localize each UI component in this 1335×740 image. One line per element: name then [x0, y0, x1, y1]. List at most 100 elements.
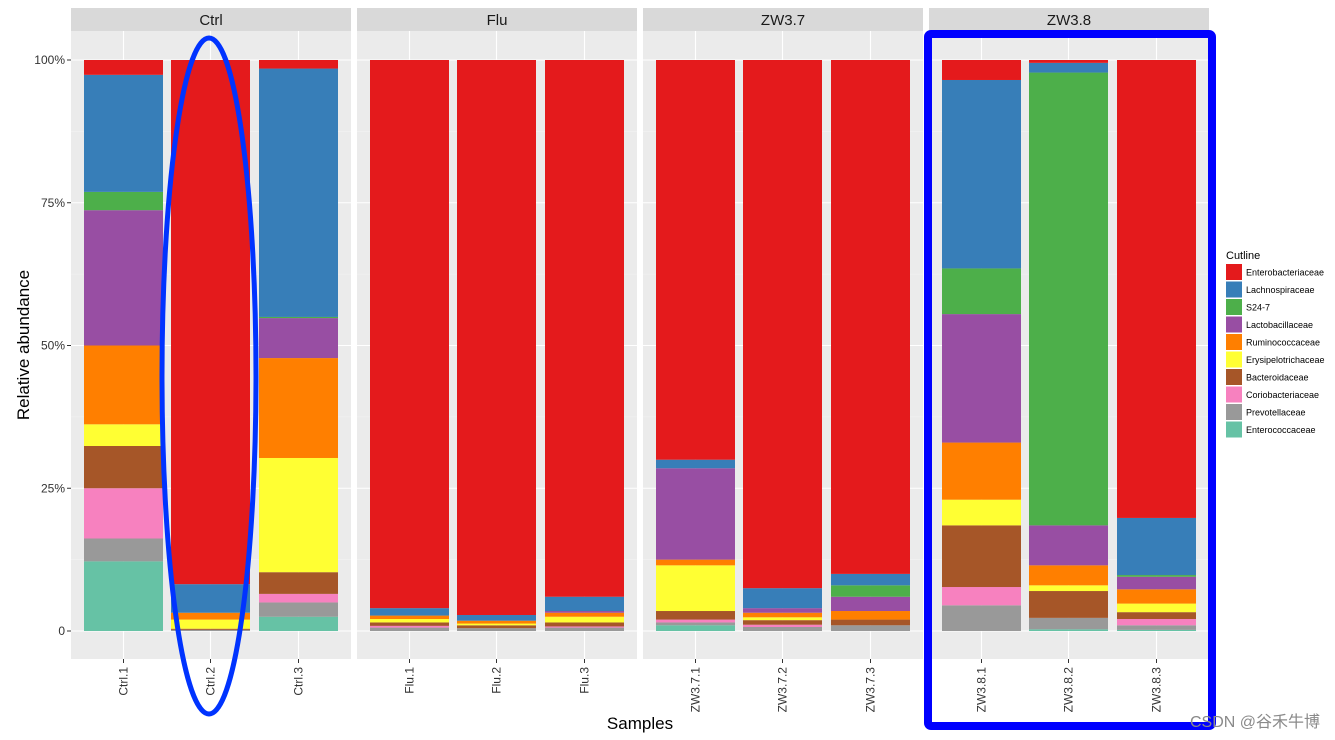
bar-segment-lachnospiraceae: [743, 588, 822, 609]
bar-segment-lachnospiraceae: [84, 74, 163, 192]
bar-segment-erysipelotrichaceae: [1029, 585, 1108, 592]
bar-segment-erysipelotrichaceae: [656, 565, 735, 612]
bar-segment-enterobacteriaceae: [942, 60, 1021, 80]
legend-label: Prevotellaceae: [1246, 408, 1306, 418]
bar-segment-lachnospiraceae: [656, 459, 735, 469]
bar-segment-coriobacteriaceae: [84, 488, 163, 539]
bar-segment-enterococcaceae: [259, 616, 338, 631]
bar-segment-prevotellaceae: [370, 627, 449, 631]
x-tick-label: Flu.1: [403, 667, 417, 694]
bar-segment-erysipelotrichaceae: [545, 616, 624, 623]
bar-segment-lactobacillaceae: [656, 468, 735, 560]
bar-segment-bacteroidaceae: [84, 445, 163, 489]
bar-segment-s24-7: [831, 585, 910, 597]
bar-segment-enterobacteriaceae: [84, 60, 163, 75]
bar-segment-lachnospiraceae: [545, 596, 624, 612]
bar-segment-prevotellaceae: [259, 602, 338, 617]
bar-segment-prevotellaceae: [831, 625, 910, 631]
bar-segment-bacteroidaceae: [370, 622, 449, 626]
legend-label: S24-7: [1246, 303, 1270, 313]
bar-segment-coriobacteriaceae: [545, 626, 624, 628]
bar-segment-coriobacteriaceae: [743, 624, 822, 628]
legend-label: Lactobacillaceae: [1246, 320, 1313, 330]
bar-segment-lachnospiraceae: [370, 608, 449, 616]
bar-segment-bacteroidaceae: [1117, 612, 1196, 620]
facet-strip: [71, 8, 351, 31]
bar-segment-enterobacteriaceae: [1029, 60, 1108, 63]
bar-segment-enterococcaceae: [84, 561, 163, 631]
bar-segment-prevotellaceae: [171, 629, 250, 631]
bar-segment-coriobacteriaceae: [370, 625, 449, 628]
bar-segment-erysipelotrichaceae: [171, 619, 250, 629]
y-axis-title: Relative abundance: [14, 270, 33, 420]
bar-segment-ruminococcaceae: [1029, 565, 1108, 586]
legend-swatch: [1226, 369, 1242, 385]
bar-segment-lactobacillaceae: [259, 318, 338, 359]
legend-label: Ruminococcaceae: [1246, 338, 1320, 348]
bar-segment-lachnospiraceae: [457, 615, 536, 621]
x-tick-label: ZW3.8.2: [1062, 667, 1076, 713]
legend: Cutline Enterobacteriaceae Lachnospiraceae…: [1226, 250, 1325, 438]
bar-segment-lactobacillaceae: [942, 314, 1021, 443]
bar-segment-ruminococcaceae: [84, 345, 163, 425]
bar-segment-lactobacillaceae: [545, 611, 624, 613]
facet-label: Ctrl: [199, 12, 222, 29]
bar-segment-enterobacteriaceae: [457, 60, 536, 616]
bar-segment-ruminococcaceae: [370, 615, 449, 620]
y-tick-label: 100%: [34, 53, 65, 67]
bar-segment-s24-7: [259, 316, 338, 319]
bar-segment-enterobacteriaceae: [259, 60, 338, 69]
bar-segment-bacteroidaceae: [831, 619, 910, 626]
watermark: CSDN @谷禾牛博: [1190, 713, 1320, 731]
bar-segment-coriobacteriaceae: [942, 587, 1021, 606]
x-tick-label: Ctrl.2: [204, 667, 218, 696]
bar-segment-erysipelotrichaceae: [259, 457, 338, 573]
legend-label: Coriobacteriaceae: [1246, 390, 1319, 400]
bar-segment-enterococcaceae: [656, 625, 735, 631]
bar-segment-erysipelotrichaceae: [743, 617, 822, 621]
highlight-rectangle: [924, 30, 1216, 730]
y-tick-label: 0: [58, 624, 65, 638]
bar-segment-enterobacteriaceae: [370, 60, 449, 609]
legend-title: Cutline: [1226, 250, 1260, 262]
bar-segment-lactobacillaceae: [84, 210, 163, 346]
facet-label: Flu: [487, 12, 508, 29]
facet-strip: [929, 8, 1209, 31]
annotations: [159, 30, 1216, 730]
bar-segment-ruminococcaceae: [545, 612, 624, 617]
bar-segment-prevotellaceae: [545, 627, 624, 631]
bar-segment-enterobacteriaceae: [1117, 60, 1196, 518]
bar-segment-coriobacteriaceae: [1117, 619, 1196, 626]
legend-label: Enterococcaceae: [1246, 425, 1316, 435]
x-tick-label: ZW3.8.3: [1150, 667, 1164, 713]
bar-segment-prevotellaceae: [1029, 617, 1108, 630]
x-tick-label: Ctrl.3: [292, 667, 306, 696]
bar-segment-prevotellaceae: [942, 605, 1021, 631]
bar-segment-bacteroidaceae: [942, 525, 1021, 588]
x-axis: Ctrl.1 Ctrl.2 Ctrl.3 Flu.1 Flu.2 Flu.3 ZW3.7.1…: [117, 659, 1164, 712]
bar-segment-lachnospiraceae: [171, 584, 250, 613]
bar-segment-prevotellaceae: [457, 628, 536, 631]
bar-segment-erysipelotrichaceae: [84, 424, 163, 446]
bar-segment-erysipelotrichaceae: [457, 623, 536, 626]
bar-segment-ruminococcaceae: [942, 442, 1021, 500]
bar-segment-lactobacillaceae: [743, 608, 822, 613]
bar-segment-erysipelotrichaceae: [942, 499, 1021, 526]
bar-segment-enterobacteriaceae: [656, 60, 735, 460]
bar-segment-erysipelotrichaceae: [370, 619, 449, 623]
bar-segment-lactobacillaceae: [1117, 576, 1196, 590]
bar-segment-enterobacteriaceae: [171, 60, 250, 585]
x-tick-label: Flu.2: [490, 667, 504, 694]
x-axis-title: Samples: [607, 714, 673, 733]
bar-segment-ruminococcaceae: [1117, 589, 1196, 604]
y-tick-label: 50%: [41, 339, 65, 353]
bar-segment-s24-7: [84, 191, 163, 211]
x-tick-label: Flu.3: [578, 667, 592, 694]
bar-segment-lachnospiraceae: [1117, 517, 1196, 576]
x-tick-label: ZW3.7.3: [864, 667, 878, 713]
bar-segment-enterobacteriaceae: [545, 60, 624, 597]
legend-label: Bacteroidaceae: [1246, 373, 1309, 383]
highlight-ellipse: [159, 35, 259, 717]
bar-segment-enterococcaceae: [1117, 629, 1196, 631]
